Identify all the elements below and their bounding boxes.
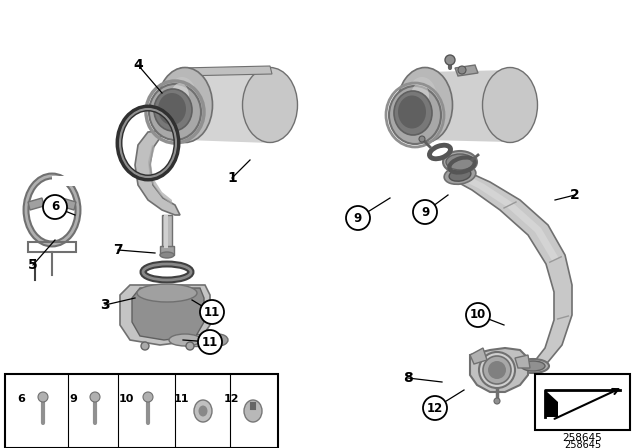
Text: 10: 10 (118, 394, 134, 404)
Text: 2: 2 (570, 188, 580, 202)
Text: 9: 9 (421, 206, 429, 219)
Text: 1: 1 (227, 171, 237, 185)
Polygon shape (456, 173, 559, 262)
Ellipse shape (394, 91, 432, 135)
Circle shape (479, 352, 515, 388)
Polygon shape (135, 130, 180, 215)
Circle shape (38, 392, 48, 402)
Text: 4: 4 (133, 58, 143, 72)
Circle shape (43, 195, 67, 219)
Ellipse shape (243, 68, 298, 142)
Text: 10: 10 (470, 309, 486, 322)
Circle shape (90, 392, 100, 402)
Ellipse shape (407, 77, 437, 119)
Circle shape (413, 200, 437, 224)
Text: 12: 12 (427, 401, 443, 414)
Polygon shape (164, 215, 168, 248)
Ellipse shape (198, 405, 207, 417)
Polygon shape (28, 198, 44, 210)
Ellipse shape (154, 89, 192, 131)
Polygon shape (120, 285, 210, 345)
Circle shape (423, 396, 447, 420)
Ellipse shape (157, 68, 212, 142)
Circle shape (466, 303, 490, 327)
Polygon shape (162, 215, 172, 248)
Text: 258645: 258645 (562, 433, 602, 443)
Polygon shape (60, 198, 76, 210)
Circle shape (483, 356, 511, 384)
Text: 6: 6 (51, 201, 59, 214)
Ellipse shape (444, 166, 476, 184)
Ellipse shape (169, 334, 201, 346)
Polygon shape (132, 288, 204, 340)
Ellipse shape (411, 83, 429, 109)
Polygon shape (180, 66, 272, 76)
Ellipse shape (137, 284, 197, 302)
Ellipse shape (244, 400, 262, 422)
Polygon shape (455, 65, 478, 76)
Ellipse shape (446, 154, 474, 170)
Polygon shape (450, 172, 572, 370)
Circle shape (200, 300, 224, 324)
Polygon shape (545, 390, 558, 417)
Text: 9: 9 (354, 211, 362, 224)
Circle shape (458, 66, 466, 74)
Polygon shape (148, 145, 172, 205)
Text: 12: 12 (223, 394, 239, 404)
Text: 3: 3 (100, 298, 110, 312)
Ellipse shape (443, 151, 477, 173)
Text: 5: 5 (28, 258, 38, 272)
Bar (535, 374, 630, 430)
Polygon shape (185, 334, 218, 346)
Circle shape (141, 342, 149, 350)
Ellipse shape (167, 77, 197, 119)
Polygon shape (425, 70, 510, 142)
Bar (5, 374, 278, 448)
Text: 11: 11 (204, 306, 220, 319)
Polygon shape (185, 68, 270, 143)
Ellipse shape (389, 86, 441, 144)
Circle shape (488, 361, 506, 379)
Polygon shape (470, 348, 528, 392)
Text: 11: 11 (202, 336, 218, 349)
Ellipse shape (517, 359, 549, 373)
Ellipse shape (449, 169, 471, 181)
Polygon shape (52, 176, 75, 186)
Text: 6: 6 (17, 394, 25, 404)
Polygon shape (160, 246, 174, 255)
Text: 7: 7 (113, 243, 123, 257)
Circle shape (143, 392, 153, 402)
Text: 8: 8 (403, 371, 413, 385)
Polygon shape (470, 348, 487, 364)
Text: 258645: 258645 (564, 440, 601, 448)
Text: 9: 9 (69, 394, 77, 404)
Ellipse shape (398, 95, 426, 129)
Circle shape (186, 342, 194, 350)
Ellipse shape (521, 361, 545, 371)
Ellipse shape (397, 68, 452, 142)
Ellipse shape (149, 84, 201, 140)
Text: 11: 11 (173, 394, 189, 404)
Ellipse shape (483, 68, 538, 142)
Ellipse shape (171, 83, 189, 109)
Ellipse shape (158, 93, 186, 125)
Polygon shape (515, 355, 530, 368)
Ellipse shape (208, 334, 228, 346)
Ellipse shape (194, 400, 212, 422)
Circle shape (445, 55, 455, 65)
Circle shape (346, 206, 370, 230)
Circle shape (419, 136, 425, 142)
Ellipse shape (160, 252, 174, 258)
Circle shape (494, 398, 500, 404)
Circle shape (198, 330, 222, 354)
